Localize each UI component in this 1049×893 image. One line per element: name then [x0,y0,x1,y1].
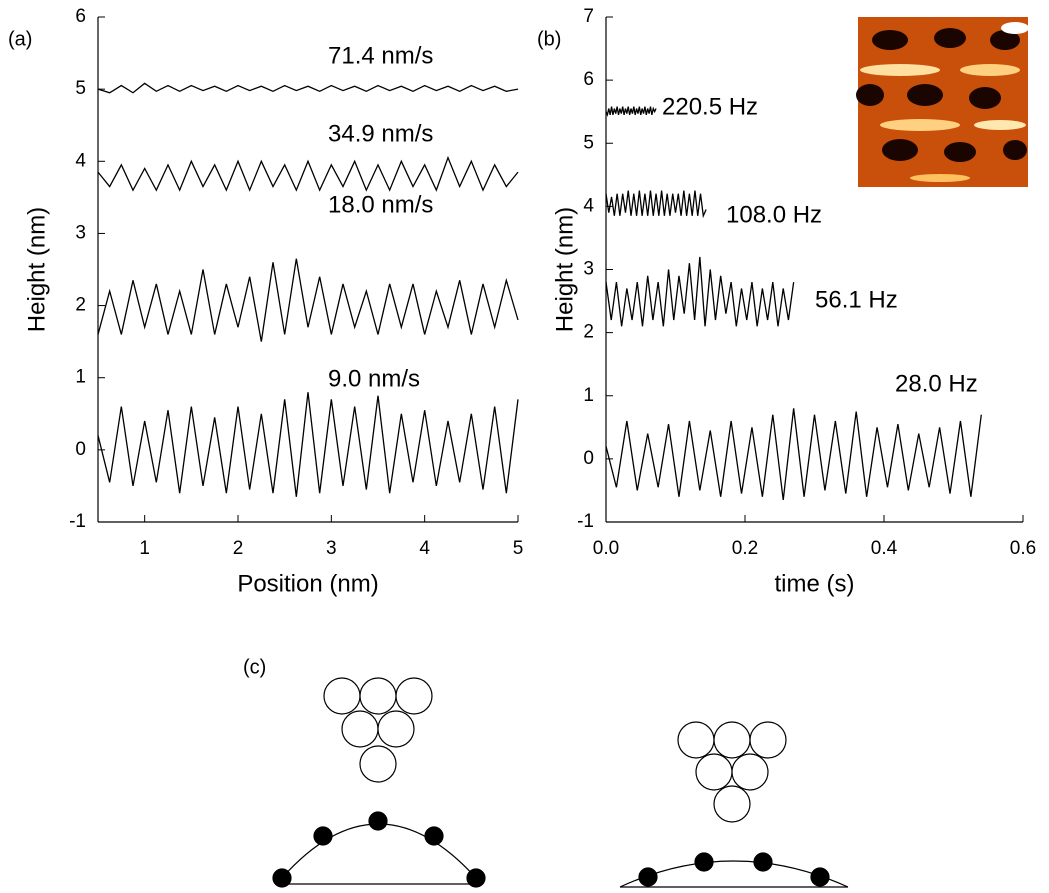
y-tick-label: 6 [75,6,86,27]
x-tick-label: 0.6 [1010,538,1036,559]
series-line [605,256,795,327]
tip-diagram-right [619,721,849,888]
tip-diagram-left [272,677,486,888]
series-label: 108.0 Hz [726,201,822,228]
y-tick-label: -1 [577,511,594,532]
x-tick-label: 4 [419,538,430,559]
series-label: 56.1 Hz [815,286,898,313]
series-line [97,82,519,94]
panel-label: (a) [8,28,32,50]
y-tick-label: 3 [583,259,594,280]
x-tick-label: 2 [233,538,244,559]
series-label: 28.0 Hz [895,370,978,397]
panel-label: (c) [243,656,266,678]
series-label: 34.9 nm/s [328,120,433,147]
x-tick-label: 0.0 [593,538,619,559]
y-tick-label: 5 [75,78,86,99]
series-label: 71.4 nm/s [328,42,433,69]
x-tick-label: 0.2 [732,538,758,559]
y-tick-label: 2 [75,295,86,316]
y-tick-label: 7 [583,6,594,27]
y-tick-label: 2 [583,322,594,343]
panel-label: (b) [537,28,561,50]
series-line [97,392,519,497]
series-label: 220.5 Hz [662,93,758,120]
series-label: 9.0 nm/s [328,365,420,392]
y-tick-label: -1 [69,511,86,532]
y-tick-label: 5 [583,132,594,153]
x-tick-label: 0.4 [871,538,898,559]
series-line [605,106,657,117]
y-tick-label: 1 [583,385,594,406]
series-line [97,155,519,192]
series-line [97,258,519,342]
y-tick-label: 0 [583,448,594,469]
y-tick-label: 3 [75,222,86,243]
y-tick-label: 6 [583,69,594,90]
series-line [605,190,707,219]
y-tick-label: 0 [75,439,86,460]
y-tick-label: 4 [583,195,594,216]
y-axis-title: Height (nm) [551,207,578,332]
series-line [605,408,982,500]
x-tick-label: 3 [326,538,337,559]
afm-inset [856,17,1029,187]
x-tick-label: 1 [139,538,150,559]
y-axis-title: Height (nm) [23,207,50,332]
series-label: 18.0 nm/s [328,191,433,218]
y-tick-label: 4 [75,150,86,171]
y-tick-label: 1 [75,367,86,388]
x-tick-label: 5 [513,538,524,559]
x-axis-title: Position (nm) [237,570,378,597]
x-axis-title: time (s) [775,570,855,597]
